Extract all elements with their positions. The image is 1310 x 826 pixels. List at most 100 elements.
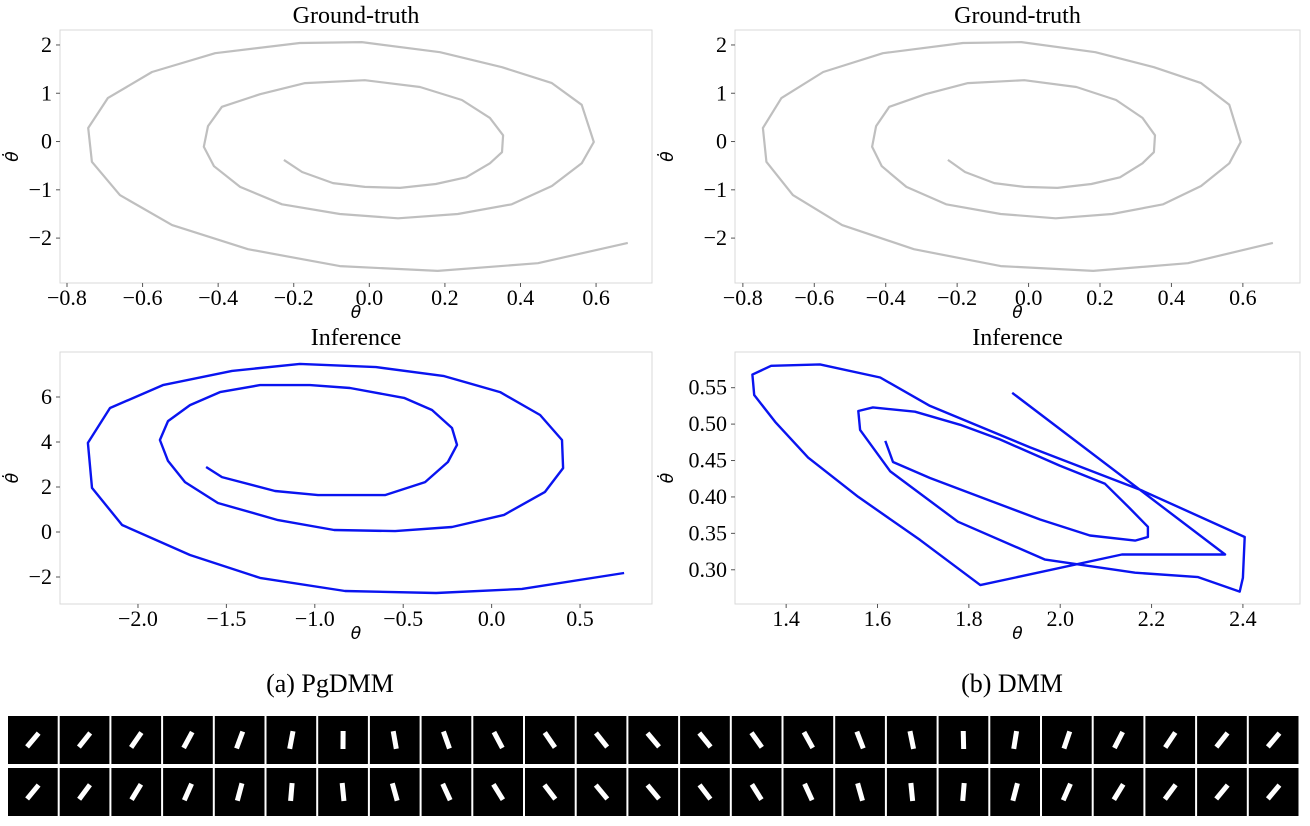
data-line: [761, 41, 1274, 272]
pendulum: [76, 731, 93, 749]
x-tick-label: −0.6: [794, 285, 834, 310]
axes-frame: [734, 351, 1301, 605]
y-tick-label: 2: [41, 474, 52, 499]
y-tick-label: −2: [29, 564, 52, 589]
pendulum: [1214, 783, 1230, 801]
x-axis-label: θ: [351, 624, 362, 644]
y-tick-label: 0: [41, 129, 52, 154]
x-axis-label: θ: [1012, 624, 1023, 644]
y-tick-label: 0.30: [689, 557, 728, 582]
data-line: [751, 363, 1246, 593]
pendulum: [801, 730, 815, 750]
x-tick-label: −1.0: [295, 606, 335, 631]
pendulum: [697, 731, 713, 749]
pendulum: [491, 730, 505, 750]
y-axis-label: θ̇: [0, 151, 23, 162]
y-axis-label: θ̇: [655, 151, 678, 162]
pendulum: [697, 783, 713, 801]
y-tick-label: 0.55: [689, 375, 728, 400]
pendulum: [645, 783, 661, 801]
data-line: [87, 41, 629, 272]
pendulum: [234, 730, 246, 750]
pendulum: [1162, 783, 1178, 801]
x-tick-label: 0.4: [507, 285, 535, 310]
y-tick-label: −1: [704, 177, 727, 202]
x-tick-label: 2.2: [1138, 606, 1166, 631]
pendulum: [802, 782, 815, 802]
pendulum: [749, 731, 764, 749]
y-tick-label: −1: [29, 177, 52, 202]
x-tick-label: 0.6: [1229, 285, 1257, 310]
pendulum: [1265, 731, 1282, 749]
pendulum: [593, 731, 610, 749]
y-tick-label: 2: [41, 32, 52, 57]
pendulum: [1011, 730, 1020, 750]
pendulum: [339, 782, 347, 802]
x-tick-label: 0.0: [1015, 285, 1043, 310]
pendulum: [1010, 782, 1020, 802]
frame-strips: [8, 716, 1299, 816]
pendulum: [1061, 730, 1073, 750]
x-tick-label: −0.5: [383, 606, 423, 631]
pendulum: [25, 783, 41, 801]
pendulum: [491, 783, 506, 801]
pendulum: [441, 730, 452, 750]
x-tick-label: −0.2: [937, 285, 977, 310]
y-tick-label: 0.45: [689, 448, 728, 473]
pendulum: [960, 782, 967, 802]
pendulum: [542, 731, 557, 749]
pendulum: [390, 730, 399, 750]
y-tick-label: −2: [704, 225, 727, 250]
pendulum: [855, 782, 865, 802]
chart-title: Inference: [311, 325, 402, 351]
y-tick-label: 1: [716, 80, 727, 105]
pendulum: [287, 730, 296, 750]
pendulum: [1265, 783, 1282, 801]
y-axis-label: θ̇: [0, 472, 23, 483]
y-tick-label: −2: [29, 225, 52, 250]
axes-frame: [59, 351, 653, 605]
x-tick-label: −0.8: [47, 285, 87, 310]
y-tick-label: 4: [41, 429, 52, 454]
y-tick-label: 0: [716, 129, 727, 154]
pendulum: [1060, 782, 1073, 802]
x-tick-label: −0.2: [274, 285, 314, 310]
pendulum: [749, 783, 764, 801]
x-tick-label: −0.6: [123, 285, 163, 310]
y-tick-label: 0: [41, 519, 52, 544]
pendulum: [908, 782, 916, 802]
y-tick-label: 6: [41, 384, 52, 409]
chart-title: Ground-truth: [954, 3, 1081, 29]
x-tick-label: 0.6: [582, 285, 610, 310]
pendulum: [542, 783, 558, 801]
x-axis-label: θ: [1012, 303, 1023, 323]
pendulum: [854, 730, 866, 750]
y-tick-label: 0.40: [689, 484, 728, 509]
x-tick-label: 0.2: [431, 285, 459, 310]
x-tick-label: 0.0: [356, 285, 384, 310]
x-tick-label: 0.0: [478, 606, 506, 631]
pendulum: [181, 730, 195, 750]
pendulum: [960, 730, 967, 750]
pendulum: [1163, 731, 1178, 749]
axes-frame: [59, 29, 653, 284]
pendulum: [340, 730, 346, 750]
x-tick-label: 2.0: [1046, 606, 1074, 631]
x-tick-label: 1.6: [864, 606, 892, 631]
x-tick-label: −2.0: [118, 606, 158, 631]
x-tick-label: 0.5: [566, 606, 594, 631]
pendulum: [389, 782, 400, 802]
pendulum: [593, 783, 610, 801]
pendulum: [440, 782, 453, 802]
axes-frame: [734, 29, 1301, 284]
pendulum: [129, 731, 144, 749]
y-tick-label: 2: [716, 32, 727, 57]
pendulum: [25, 731, 41, 749]
data-line: [86, 362, 625, 595]
y-tick-label: 1: [41, 80, 52, 105]
x-tick-label: 2.4: [1229, 606, 1257, 631]
y-tick-label: 0.50: [689, 411, 728, 436]
pendulum: [77, 783, 92, 801]
x-tick-label: 0.4: [1158, 285, 1186, 310]
